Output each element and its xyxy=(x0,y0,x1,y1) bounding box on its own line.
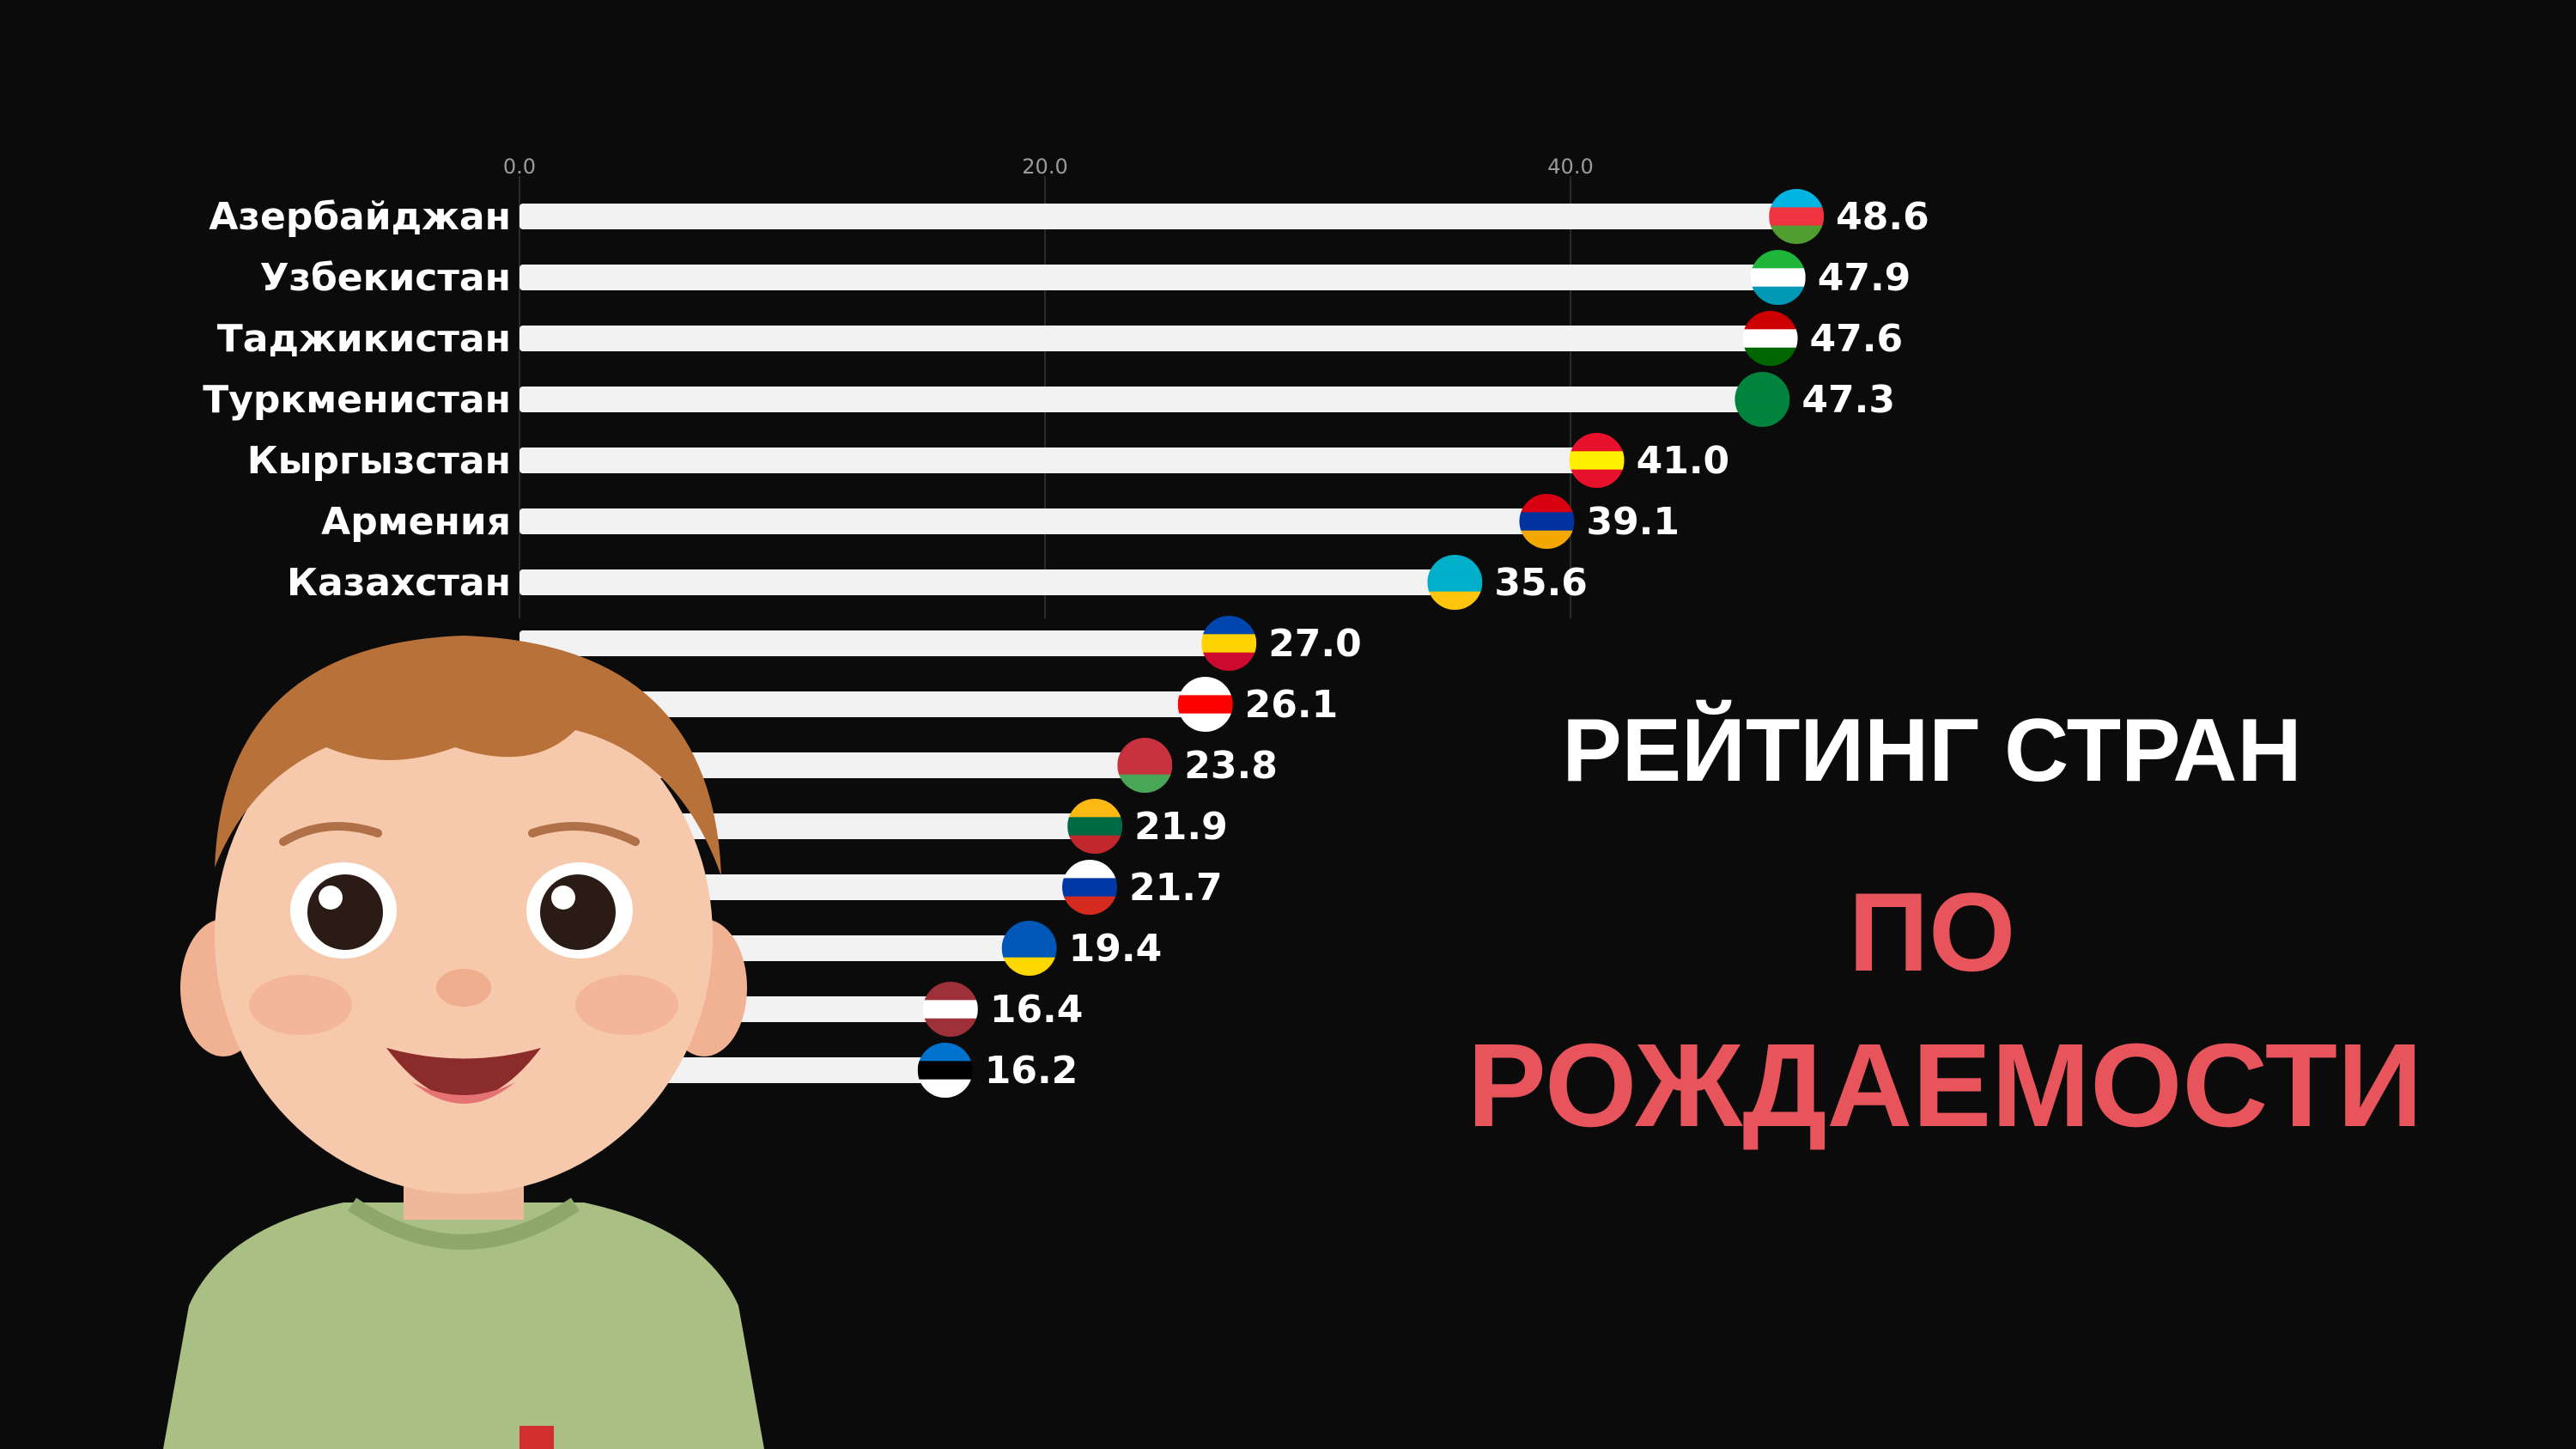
baby-mouth xyxy=(386,1048,541,1099)
kazakhstan-flag-icon xyxy=(1427,555,1483,610)
x-tick-label: 0.0 xyxy=(503,155,536,179)
value-label: 21.9 xyxy=(1134,805,1228,849)
baby-shirt xyxy=(163,1202,764,1449)
baby-shirt-collar xyxy=(347,1197,580,1250)
moldova-flag-icon xyxy=(1201,616,1257,671)
value-label: 41.0 xyxy=(1637,439,1730,483)
category-label: Армения xyxy=(321,500,511,544)
bar xyxy=(519,265,1778,290)
georgia-flag-icon xyxy=(1177,677,1233,732)
value-label: 47.3 xyxy=(1801,378,1895,422)
baby-right-eyebrow xyxy=(528,822,640,846)
value-label: 35.6 xyxy=(1494,561,1588,605)
lithuania-flag-icon xyxy=(1067,799,1123,854)
shirt-badge xyxy=(519,1426,554,1449)
headline-line-1: РЕЙТИНГ СТРАН xyxy=(1562,701,2302,801)
category-label: Казахстан xyxy=(287,561,511,605)
bar xyxy=(519,447,1597,473)
estonia-flag-icon xyxy=(917,1043,973,1098)
value-label: 16.4 xyxy=(990,988,1084,1032)
russia-flag-icon xyxy=(1062,860,1118,915)
belarus-flag-icon xyxy=(1117,738,1173,793)
baby-left-eyebrow xyxy=(279,822,382,846)
headline-line-2: ПО xyxy=(1848,869,2016,995)
category-label: Азербайджан xyxy=(209,195,511,239)
bar xyxy=(519,387,1763,412)
kyrgyzstan-flag-icon xyxy=(1569,433,1625,488)
category-label: Узбекистан xyxy=(260,256,511,300)
baby-illustration xyxy=(163,636,764,1449)
bar xyxy=(519,630,1230,656)
azerbaijan-flag-icon xyxy=(1769,189,1825,244)
bar xyxy=(519,691,1206,717)
value-label: 47.9 xyxy=(1818,256,1911,300)
category-label: Кыргызстан xyxy=(247,439,511,483)
category-label: Туркменистан xyxy=(203,378,511,422)
bar xyxy=(519,508,1547,534)
baby-hair xyxy=(215,636,721,876)
x-tick-label: 40.0 xyxy=(1547,155,1593,179)
turkmenistan-flag-icon xyxy=(1735,372,1790,427)
tajikistan-flag-icon xyxy=(1742,311,1798,366)
baby-face xyxy=(215,679,713,1194)
armenia-flag-icon xyxy=(1519,494,1575,549)
value-label: 16.2 xyxy=(985,1049,1078,1093)
baby-nose xyxy=(436,969,491,1007)
value-label: 48.6 xyxy=(1836,195,1929,239)
latvia-flag-icon xyxy=(922,982,978,1037)
value-label: 21.7 xyxy=(1129,866,1223,910)
bar xyxy=(519,204,1797,229)
ukraine-flag-icon xyxy=(1001,921,1057,976)
value-label: 23.8 xyxy=(1184,744,1278,788)
value-label: 39.1 xyxy=(1586,500,1680,544)
headline-line-3: РОЖДАЕМОСТИ xyxy=(1467,1020,2423,1152)
x-tick-label: 20.0 xyxy=(1022,155,1067,179)
value-label: 27.0 xyxy=(1268,622,1362,666)
value-label: 47.6 xyxy=(1810,317,1904,361)
uzbekistan-flag-icon xyxy=(1750,250,1806,305)
bar xyxy=(519,326,1771,351)
bar xyxy=(519,569,1455,595)
category-label: Таджикистан xyxy=(217,317,511,361)
value-label: 19.4 xyxy=(1069,927,1163,971)
value-label: 26.1 xyxy=(1245,683,1339,727)
